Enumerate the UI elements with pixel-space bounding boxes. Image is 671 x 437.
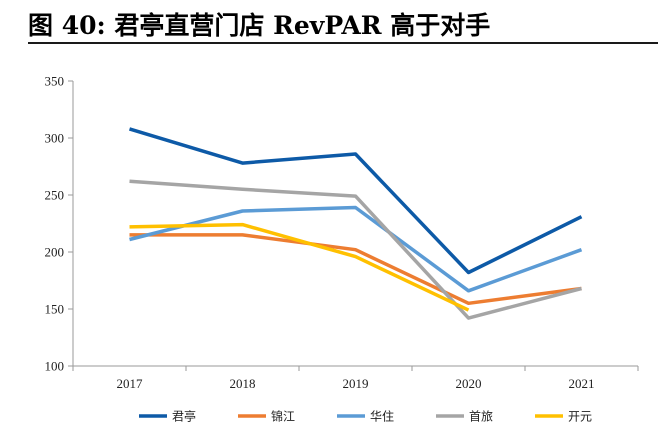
y-tick-label: 250 (45, 188, 65, 203)
y-tick-label: 300 (45, 131, 65, 146)
y-tick-label: 100 (45, 359, 65, 374)
x-tick-label: 2018 (230, 376, 256, 391)
x-tick-label: 2017 (117, 376, 144, 391)
series-lines (128, 127, 583, 320)
chart-axes: 100 150 200 250 300 350 2017 2018 2019 2020 2021 (45, 74, 639, 391)
figure-title: 图 40: 君亭直营门店 RevPAR 高于对手 (28, 11, 491, 40)
legend-label-锦江: 锦江 (271, 410, 295, 424)
chart-legend: 君亭 锦江 华住 首旅 开元 (139, 409, 592, 424)
series-line-首旅 (129, 179, 582, 320)
figure-header: 图 40: 君亭直营门店 RevPAR 高于对手 (0, 0, 671, 44)
x-tick-label: 2019 (343, 376, 369, 391)
y-tick-label: 350 (45, 74, 65, 89)
x-tick-label: 2021 (569, 376, 595, 391)
legend-label-开元: 开元 (568, 410, 592, 424)
series-line-华住 (129, 205, 583, 293)
y-tick-label: 200 (45, 245, 65, 260)
legend-label-首旅: 首旅 (469, 410, 493, 424)
series-line-君亭 (128, 127, 583, 275)
series-line-开元 (129, 222, 470, 312)
legend-label-君亭: 君亭 (172, 409, 196, 424)
y-tick-label: 150 (45, 302, 65, 317)
series-line-锦江 (129, 233, 582, 306)
x-tick-label: 2020 (456, 376, 482, 391)
legend-label-华住: 华住 (370, 410, 394, 424)
title-underline (28, 42, 658, 44)
